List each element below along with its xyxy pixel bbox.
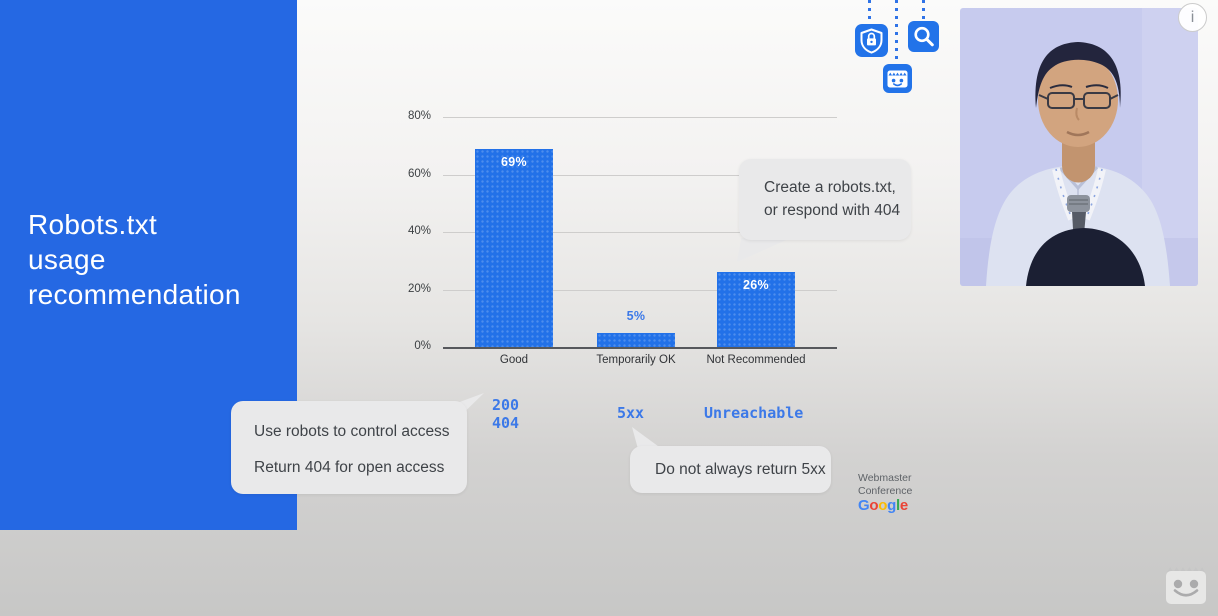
robot-face-icon [883, 64, 912, 98]
bar-value-label: 26% [743, 278, 769, 293]
code-404: 404 [492, 414, 520, 432]
page-title: Robots.txt usage recommendation [28, 207, 241, 312]
title-line-2: usage [28, 244, 106, 275]
google-logo-letter: o [878, 497, 888, 514]
conference-line-1: Webmaster [858, 472, 912, 484]
status-codes-temporarily-ok: 5xx [617, 404, 645, 422]
gridline [443, 289, 837, 291]
presenter-glasses [1038, 92, 1119, 109]
google-logo-letter: g [887, 497, 896, 514]
google-logo-letter: e [899, 497, 908, 514]
info-icon: i [1190, 9, 1195, 26]
callout-line: Use robots to control access [254, 423, 450, 440]
callout-line: Create a robots.txt, [764, 179, 896, 196]
category-label: Temporarily OK [596, 354, 676, 366]
robot-face-watermark-icon [1161, 562, 1211, 611]
y-tick-label: 0% [414, 340, 431, 352]
category-label: Good [499, 354, 529, 366]
status-codes-good: 200 404 [492, 396, 519, 432]
status-codes-not-recommended: Unreachable [704, 404, 804, 422]
title-line-1: Robots.txt [28, 209, 158, 240]
callout-line: or respond with 404 [764, 202, 901, 219]
code-200: 200 [492, 396, 520, 414]
bar-not-recommended [717, 272, 795, 347]
gridline [443, 232, 837, 233]
shield-lock-icon [855, 24, 888, 62]
dotted-string [868, 0, 871, 24]
y-tick-label: 80% [407, 110, 431, 122]
presenter-hair [1035, 42, 1121, 108]
x-axis-line [443, 347, 837, 349]
title-panel: Robots.txt usage recommendation [0, 0, 297, 530]
dotted-string [895, 0, 898, 64]
google-logo-letter: G [858, 497, 870, 514]
audience-head [1026, 228, 1145, 286]
webmaster-conference-logo: Webmaster Conference Google [858, 472, 912, 513]
search-icon [908, 21, 939, 57]
bar-value-label: 69% [501, 154, 527, 169]
callout-create-robots: Create a robots.txt, or respond with 404 [739, 159, 911, 240]
google-logo-letter: l [896, 497, 900, 514]
gridline [443, 174, 837, 176]
gridline [443, 117, 837, 118]
y-tick-label: 40% [407, 225, 431, 237]
bar-good [475, 148, 553, 347]
y-tick-label: 20% [407, 282, 431, 295]
y-tick-label: 60% [407, 167, 431, 180]
dotted-string [922, 0, 925, 21]
callout-line: Return 404 for open access [254, 459, 445, 476]
google-logo-letter: o [869, 497, 879, 514]
presenter-photo [960, 8, 1198, 286]
title-line-3: recommendation [28, 279, 241, 310]
bar-temporarily-ok [597, 332, 675, 347]
callout-use-robots: Use robots to control access Return 404 … [231, 401, 467, 494]
category-label: Not Recommended [706, 354, 806, 366]
info-button[interactable]: i [1178, 3, 1207, 32]
conference-line-2: Conference [858, 485, 913, 497]
google-logo: Google [858, 498, 912, 513]
bar-value-label: 5% [626, 308, 646, 323]
callout-5xx: Do not always return 5xx [630, 446, 831, 493]
callout-line: Do not always return 5xx [655, 461, 826, 478]
